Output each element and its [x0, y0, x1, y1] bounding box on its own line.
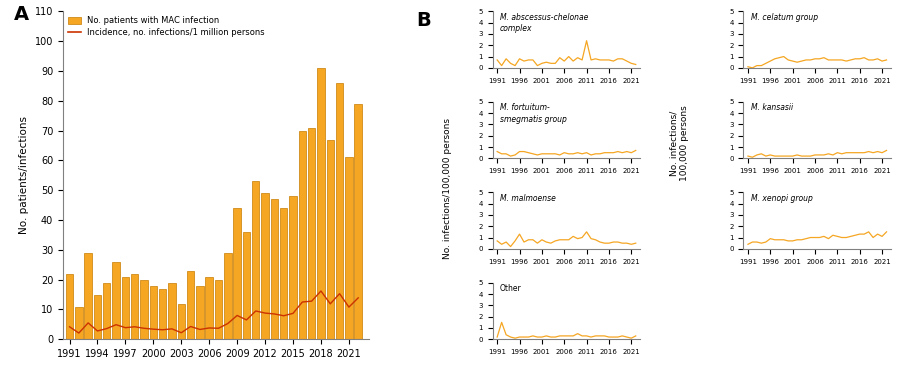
Bar — [355, 104, 362, 339]
Text: M. kansasii: M. kansasii — [751, 104, 793, 112]
Bar — [336, 83, 343, 339]
Bar — [177, 303, 185, 339]
Bar — [289, 196, 297, 339]
Bar — [149, 286, 158, 339]
Text: M. celatum group: M. celatum group — [751, 13, 818, 22]
Bar — [215, 280, 222, 339]
Bar — [224, 253, 231, 339]
Bar — [280, 208, 287, 339]
Bar — [75, 307, 83, 339]
Bar — [299, 130, 306, 339]
Text: M. xenopi group: M. xenopi group — [751, 194, 813, 203]
Text: Other: Other — [500, 284, 522, 293]
Bar — [243, 232, 250, 339]
Bar — [308, 127, 315, 339]
Bar — [66, 274, 73, 339]
Y-axis label: No. patients/infections: No. patients/infections — [19, 116, 30, 234]
Bar — [159, 289, 166, 339]
Legend: No. patients with MAC infection, Incidence, no. infections/1 million persons: No. patients with MAC infection, Inciden… — [68, 15, 266, 38]
Bar — [327, 139, 334, 339]
Bar — [205, 277, 213, 339]
Bar — [261, 193, 269, 339]
Bar — [103, 283, 111, 339]
Bar — [140, 280, 148, 339]
Text: M. abscessus-chelonae
complex: M. abscessus-chelonae complex — [500, 13, 589, 33]
Bar — [94, 294, 101, 339]
Bar — [252, 181, 259, 339]
Bar — [112, 262, 120, 339]
Bar — [168, 283, 176, 339]
Text: A: A — [14, 5, 29, 24]
Bar — [346, 158, 353, 339]
Bar — [317, 68, 325, 339]
Text: B: B — [416, 11, 430, 30]
Bar — [233, 208, 241, 339]
Bar — [271, 199, 278, 339]
Text: M. fortuitum-
smegmatis group: M. fortuitum- smegmatis group — [500, 104, 567, 124]
Text: No. infections/
100,000 persons: No. infections/ 100,000 persons — [670, 106, 689, 181]
Text: No. infections/100,000 persons: No. infections/100,000 persons — [443, 118, 452, 259]
Bar — [131, 274, 139, 339]
Text: M. malmoense: M. malmoense — [500, 194, 556, 203]
Bar — [187, 271, 194, 339]
Bar — [122, 277, 129, 339]
Bar — [196, 286, 203, 339]
Bar — [85, 253, 92, 339]
